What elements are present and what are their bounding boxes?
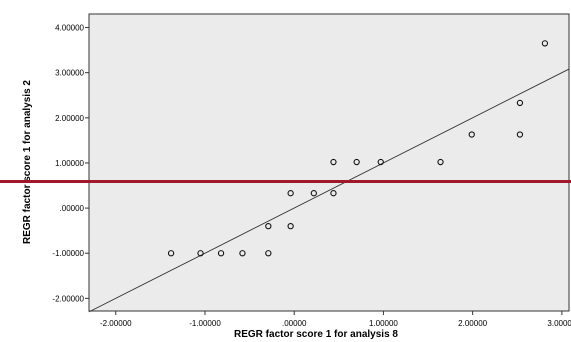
plot-layer [88,68,570,313]
scatter-point [330,190,337,197]
y-axis-title: REGR factor score 1 for analysis 2 [22,80,33,244]
x-tick-label: -1.00000 [189,319,221,328]
y-tick-label: .00000 [60,204,85,213]
reference-line [88,68,570,313]
scatter-point [330,158,337,166]
x-tick-label: -2.00000 [100,319,132,328]
scatter-point [310,190,317,197]
scatter-point [217,250,225,257]
annotation-line [0,180,571,183]
scatter-point [265,222,272,230]
scatter-point [287,222,294,230]
scatter-point [287,190,294,197]
scatter-point [167,250,175,257]
y-tick-label: -2.00000 [52,294,84,303]
scatter-point [516,131,524,138]
x-tick-label: 3.00000 [547,319,571,328]
scatter-point [516,99,524,107]
x-axis-title: REGR factor score 1 for analysis 8 [234,329,398,340]
y-tick-label: 1.00000 [55,159,84,168]
scatter-point [437,158,444,166]
x-axis: -2.00000 -1.00000 .00000 1.00000 2.00000 3.00… [100,311,571,328]
scatter-point [197,250,204,257]
scatter-point [377,158,384,166]
y-tick-label: -1.00000 [52,249,84,258]
scatter-point [239,250,246,257]
scatter-point [468,131,475,138]
plot-area [88,13,570,312]
x-tick-label: 2.00000 [458,319,487,328]
y-tick-label: 2.00000 [55,114,84,123]
data-points [167,40,549,257]
y-tick-label: 4.00000 [55,24,84,33]
y-axis: -2.00000 -1.00000 .00000 1.00000 2.00000 3.00… [52,24,89,303]
scatter-point [541,40,549,47]
y-tick-label: 3.00000 [55,69,84,78]
scatter-point [353,158,360,166]
x-tick-label: 1.00000 [369,319,398,328]
x-tick-label: .00000 [282,319,307,328]
scatter-point [265,250,272,257]
